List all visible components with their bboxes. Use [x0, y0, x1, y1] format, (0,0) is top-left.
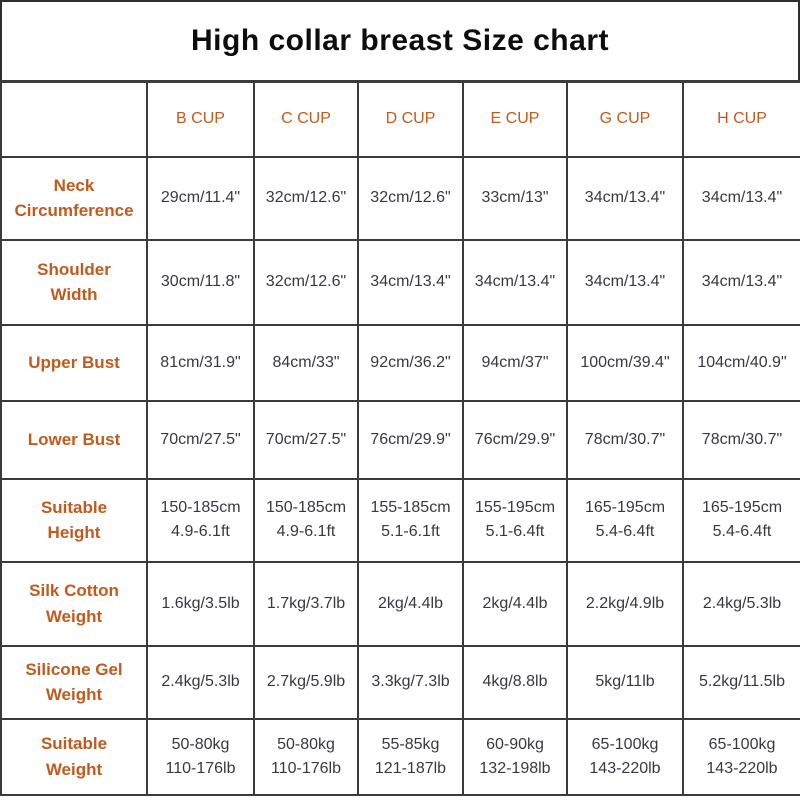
row-label-neck-circumference: Neck Circumference	[0, 155, 148, 241]
cell-lowerbust-e: 76cm/29.9"	[462, 399, 568, 480]
cell-lowerbust-c: 70cm/27.5"	[253, 399, 359, 480]
cell-silk-g: 2.2kg/4.9lb	[566, 560, 684, 647]
row-label-upper-bust: Upper Bust	[0, 323, 148, 402]
cell-weight-d: 55-85kg 121-187lb	[357, 717, 464, 796]
cell-silk-h: 2.4kg/5.3lb	[682, 560, 800, 647]
column-header-e-cup: E CUP	[462, 80, 568, 158]
cell-silk-e: 2kg/4.4lb	[462, 560, 568, 647]
cell-height-b: 150-185cm 4.9-6.1ft	[146, 477, 255, 563]
cell-upperbust-h: 104cm/40.9"	[682, 323, 800, 402]
header-row: B CUP C CUP D CUP E CUP G CUP H CUP	[0, 80, 800, 158]
cell-height-d: 155-185cm 5.1-6.1ft	[357, 477, 464, 563]
cell-gel-d: 3.3kg/7.3lb	[357, 644, 464, 720]
cell-gel-e: 4kg/8.8lb	[462, 644, 568, 720]
cell-lowerbust-d: 76cm/29.9"	[357, 399, 464, 480]
cell-weight-c: 50-80kg 110-176lb	[253, 717, 359, 796]
chart-title-box: High collar breast Size chart	[0, 0, 800, 80]
table-row-suitable-weight: Suitable Weight 50-80kg 110-176lb 50-80k…	[0, 717, 800, 796]
cell-shoulder-g: 34cm/13.4"	[566, 238, 684, 326]
cell-silk-b: 1.6kg/3.5lb	[146, 560, 255, 647]
cell-silk-d: 2kg/4.4lb	[357, 560, 464, 647]
row-label-shoulder-width: Shoulder Width	[0, 238, 148, 326]
table-row-suitable-height: Suitable Height 150-185cm 4.9-6.1ft 150-…	[0, 477, 800, 563]
row-label-suitable-height: Suitable Height	[0, 477, 148, 563]
table-row-neck-circumference: Neck Circumference 29cm/11.4" 32cm/12.6"…	[0, 155, 800, 241]
table-row-silicone-gel-weight: Silicone Gel Weight 2.4kg/5.3lb 2.7kg/5.…	[0, 644, 800, 720]
row-label-silk-cotton-weight: Silk Cotton Weight	[0, 560, 148, 647]
cell-gel-h: 5.2kg/11.5lb	[682, 644, 800, 720]
cell-neck-e: 33cm/13"	[462, 155, 568, 241]
corner-cell	[0, 80, 148, 158]
cell-neck-c: 32cm/12.6"	[253, 155, 359, 241]
cell-weight-b: 50-80kg 110-176lb	[146, 717, 255, 796]
cell-weight-e: 60-90kg 132-198lb	[462, 717, 568, 796]
column-header-h-cup: H CUP	[682, 80, 800, 158]
cell-upperbust-g: 100cm/39.4"	[566, 323, 684, 402]
row-label-silicone-gel-weight: Silicone Gel Weight	[0, 644, 148, 720]
cell-upperbust-e: 94cm/37"	[462, 323, 568, 402]
cell-neck-b: 29cm/11.4"	[146, 155, 255, 241]
column-header-b-cup: B CUP	[146, 80, 255, 158]
cell-weight-h: 65-100kg 143-220lb	[682, 717, 800, 796]
cell-upperbust-c: 84cm/33"	[253, 323, 359, 402]
cell-shoulder-d: 34cm/13.4"	[357, 238, 464, 326]
row-label-lower-bust: Lower Bust	[0, 399, 148, 480]
cell-neck-g: 34cm/13.4"	[566, 155, 684, 241]
cell-gel-b: 2.4kg/5.3lb	[146, 644, 255, 720]
cell-gel-g: 5kg/11lb	[566, 644, 684, 720]
cell-weight-g: 65-100kg 143-220lb	[566, 717, 684, 796]
page-title: High collar breast Size chart	[191, 24, 609, 57]
cell-lowerbust-g: 78cm/30.7"	[566, 399, 684, 480]
cell-lowerbust-h: 78cm/30.7"	[682, 399, 800, 480]
cell-height-c: 150-185cm 4.9-6.1ft	[253, 477, 359, 563]
table-row-lower-bust: Lower Bust 70cm/27.5" 70cm/27.5" 76cm/29…	[0, 399, 800, 480]
cell-height-g: 165-195cm 5.4-6.4ft	[566, 477, 684, 563]
cell-upperbust-d: 92cm/36.2"	[357, 323, 464, 402]
cell-neck-h: 34cm/13.4"	[682, 155, 800, 241]
table-row-upper-bust: Upper Bust 81cm/31.9" 84cm/33" 92cm/36.2…	[0, 323, 800, 402]
size-chart-table: B CUP C CUP D CUP E CUP G CUP H CUP Neck…	[0, 80, 800, 796]
cell-shoulder-e: 34cm/13.4"	[462, 238, 568, 326]
cell-height-h: 165-195cm 5.4-6.4ft	[682, 477, 800, 563]
column-header-c-cup: C CUP	[253, 80, 359, 158]
cell-shoulder-b: 30cm/11.8"	[146, 238, 255, 326]
column-header-d-cup: D CUP	[357, 80, 464, 158]
column-header-g-cup: G CUP	[566, 80, 684, 158]
cell-silk-c: 1.7kg/3.7lb	[253, 560, 359, 647]
cell-shoulder-h: 34cm/13.4"	[682, 238, 800, 326]
table-row-silk-cotton-weight: Silk Cotton Weight 1.6kg/3.5lb 1.7kg/3.7…	[0, 560, 800, 647]
cell-neck-d: 32cm/12.6"	[357, 155, 464, 241]
row-label-suitable-weight: Suitable Weight	[0, 717, 148, 796]
table-row-shoulder-width: Shoulder Width 30cm/11.8" 32cm/12.6" 34c…	[0, 238, 800, 326]
cell-shoulder-c: 32cm/12.6"	[253, 238, 359, 326]
cell-upperbust-b: 81cm/31.9"	[146, 323, 255, 402]
cell-height-e: 155-195cm 5.1-6.4ft	[462, 477, 568, 563]
cell-gel-c: 2.7kg/5.9lb	[253, 644, 359, 720]
cell-lowerbust-b: 70cm/27.5"	[146, 399, 255, 480]
